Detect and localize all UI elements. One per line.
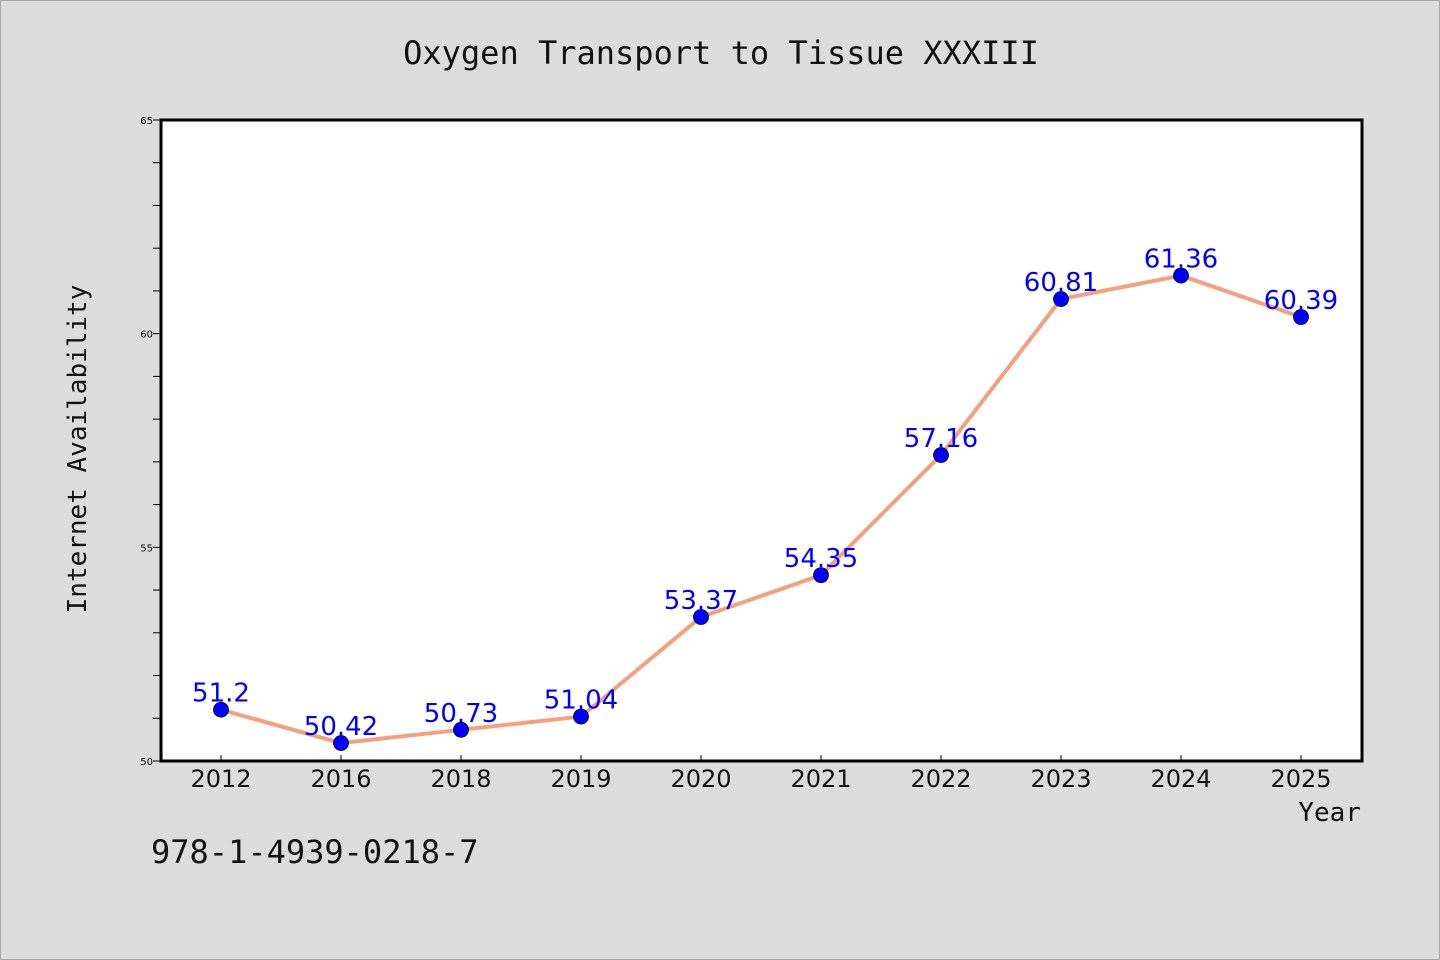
x-axis-ticks: 2012 2016 2018 2019 2020 2021 2022 2023 2024 2025 bbox=[190, 755, 1332, 793]
data-label: 60.81 bbox=[1024, 268, 1098, 298]
y-tick-label: 50 bbox=[140, 757, 153, 768]
data-label: 53.37 bbox=[664, 586, 738, 616]
x-tick-label: 2022 bbox=[910, 765, 971, 793]
data-point bbox=[1053, 291, 1069, 307]
isbn-text: 978-1-4939-0218-7 bbox=[151, 833, 479, 871]
data-label: 51.2 bbox=[192, 679, 250, 709]
y-tick-label: 65 bbox=[140, 116, 153, 127]
x-tick-label: 2021 bbox=[790, 765, 851, 793]
y-axis-ticks: 50 55 60 65 bbox=[140, 116, 161, 768]
data-label: 50.73 bbox=[424, 699, 498, 729]
x-tick-label: 2023 bbox=[1030, 765, 1091, 793]
plot-area bbox=[159, 118, 1364, 763]
x-tick-label: 2024 bbox=[1150, 765, 1211, 793]
y-tick-label: 55 bbox=[140, 543, 153, 554]
data-point bbox=[333, 735, 349, 751]
data-label: 60.39 bbox=[1264, 286, 1338, 316]
data-label: 54.35 bbox=[784, 544, 858, 574]
x-tick-label: 2016 bbox=[310, 765, 371, 793]
chart-title: Oxygen Transport to Tissue XXXIII bbox=[403, 34, 1039, 72]
data-point bbox=[573, 708, 589, 725]
data-point bbox=[1173, 267, 1189, 284]
x-tick-label: 2019 bbox=[550, 765, 611, 793]
data-point bbox=[453, 721, 469, 738]
x-tick-label: 2025 bbox=[1270, 765, 1331, 793]
y-axis-label: Internet Availability bbox=[63, 285, 93, 614]
data-label: 50.42 bbox=[304, 712, 378, 742]
data-label: 51.04 bbox=[544, 686, 618, 716]
y-tick-label: 60 bbox=[140, 330, 153, 341]
data-point bbox=[213, 701, 229, 718]
series-line bbox=[220, 273, 1302, 746]
x-axis-label: Year bbox=[1298, 798, 1361, 828]
data-point bbox=[813, 567, 829, 584]
x-tick-label: 2012 bbox=[190, 765, 251, 793]
data-label: 57.16 bbox=[904, 424, 978, 454]
series-group: 51.2 50.42 50.73 51.04 53.37 54.35 57.16 60.81 6… bbox=[192, 245, 1338, 751]
x-tick-label: 2018 bbox=[430, 765, 491, 793]
data-label: 61.36 bbox=[1144, 245, 1218, 275]
data-point bbox=[1293, 309, 1309, 325]
data-point bbox=[693, 609, 709, 625]
x-tick-label: 2020 bbox=[670, 765, 731, 793]
data-point bbox=[933, 447, 949, 463]
